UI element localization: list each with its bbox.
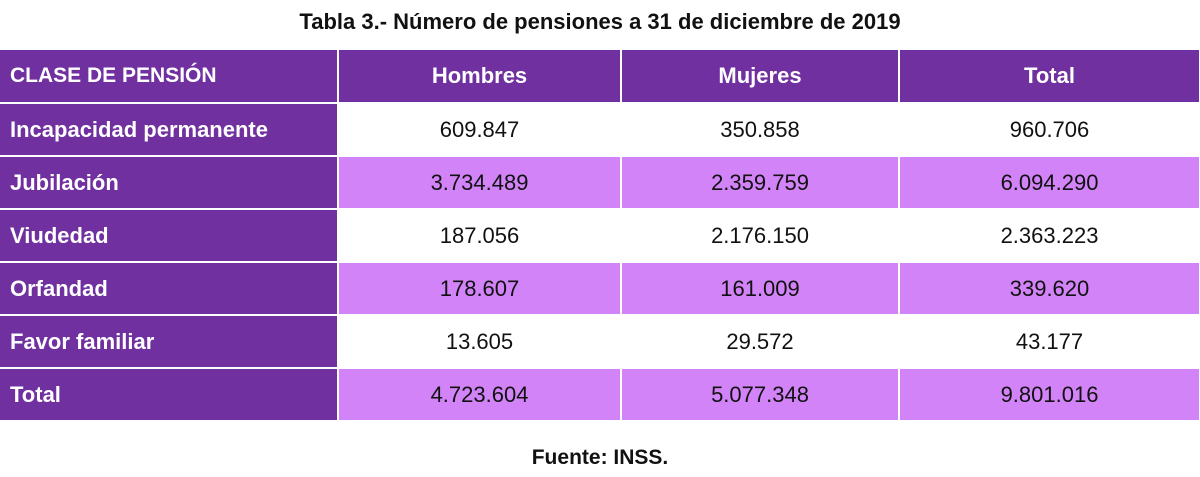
row-label: Orfandad bbox=[0, 262, 339, 316]
pensions-table: CLASE DE PENSIÓN Hombres Mujeres Total I… bbox=[0, 50, 1200, 422]
cell-mujeres: 5.077.348 bbox=[621, 368, 900, 422]
row-label: Incapacidad permanente bbox=[0, 103, 339, 157]
cell-hombres: 13.605 bbox=[338, 315, 622, 369]
table-row-total: Total 4.723.604 5.077.348 9.801.016 bbox=[0, 368, 1200, 422]
cell-mujeres: 161.009 bbox=[621, 262, 900, 316]
source-note: Fuente: INSS. bbox=[531, 446, 669, 469]
cell-mujeres: 2.359.759 bbox=[621, 156, 900, 210]
row-label: Viudedad bbox=[0, 209, 339, 263]
column-header-clase: CLASE DE PENSIÓN bbox=[0, 50, 339, 104]
cell-hombres: 3.734.489 bbox=[338, 156, 622, 210]
cell-hombres: 609.847 bbox=[338, 103, 622, 157]
cell-mujeres: 29.572 bbox=[621, 315, 900, 369]
column-header-total: Total bbox=[899, 50, 1200, 104]
column-header-mujeres: Mujeres bbox=[621, 50, 900, 104]
row-label: Jubilación bbox=[0, 156, 339, 210]
row-label: Favor familiar bbox=[0, 315, 339, 369]
cell-hombres: 187.056 bbox=[338, 209, 622, 263]
cell-mujeres: 350.858 bbox=[621, 103, 900, 157]
cell-mujeres: 2.176.150 bbox=[621, 209, 900, 263]
table-row: Viudedad 187.056 2.176.150 2.363.223 bbox=[0, 209, 1200, 263]
cell-total: 6.094.290 bbox=[899, 156, 1200, 210]
table-row: Favor familiar 13.605 29.572 43.177 bbox=[0, 315, 1200, 369]
table-row: Jubilación 3.734.489 2.359.759 6.094.290 bbox=[0, 156, 1200, 210]
row-label: Total bbox=[0, 368, 339, 422]
cell-total: 960.706 bbox=[899, 103, 1200, 157]
table-header-row: CLASE DE PENSIÓN Hombres Mujeres Total bbox=[0, 50, 1200, 104]
cell-total: 9.801.016 bbox=[899, 368, 1200, 422]
cell-total: 2.363.223 bbox=[899, 209, 1200, 263]
cell-total: 43.177 bbox=[899, 315, 1200, 369]
table-title: Tabla 3.- Número de pensiones a 31 de di… bbox=[299, 9, 901, 34]
column-header-hombres: Hombres bbox=[338, 50, 622, 104]
table-row: Incapacidad permanente 609.847 350.858 9… bbox=[0, 103, 1200, 157]
table-row: Orfandad 178.607 161.009 339.620 bbox=[0, 262, 1200, 316]
cell-total: 339.620 bbox=[899, 262, 1200, 316]
cell-hombres: 4.723.604 bbox=[338, 368, 622, 422]
cell-hombres: 178.607 bbox=[338, 262, 622, 316]
